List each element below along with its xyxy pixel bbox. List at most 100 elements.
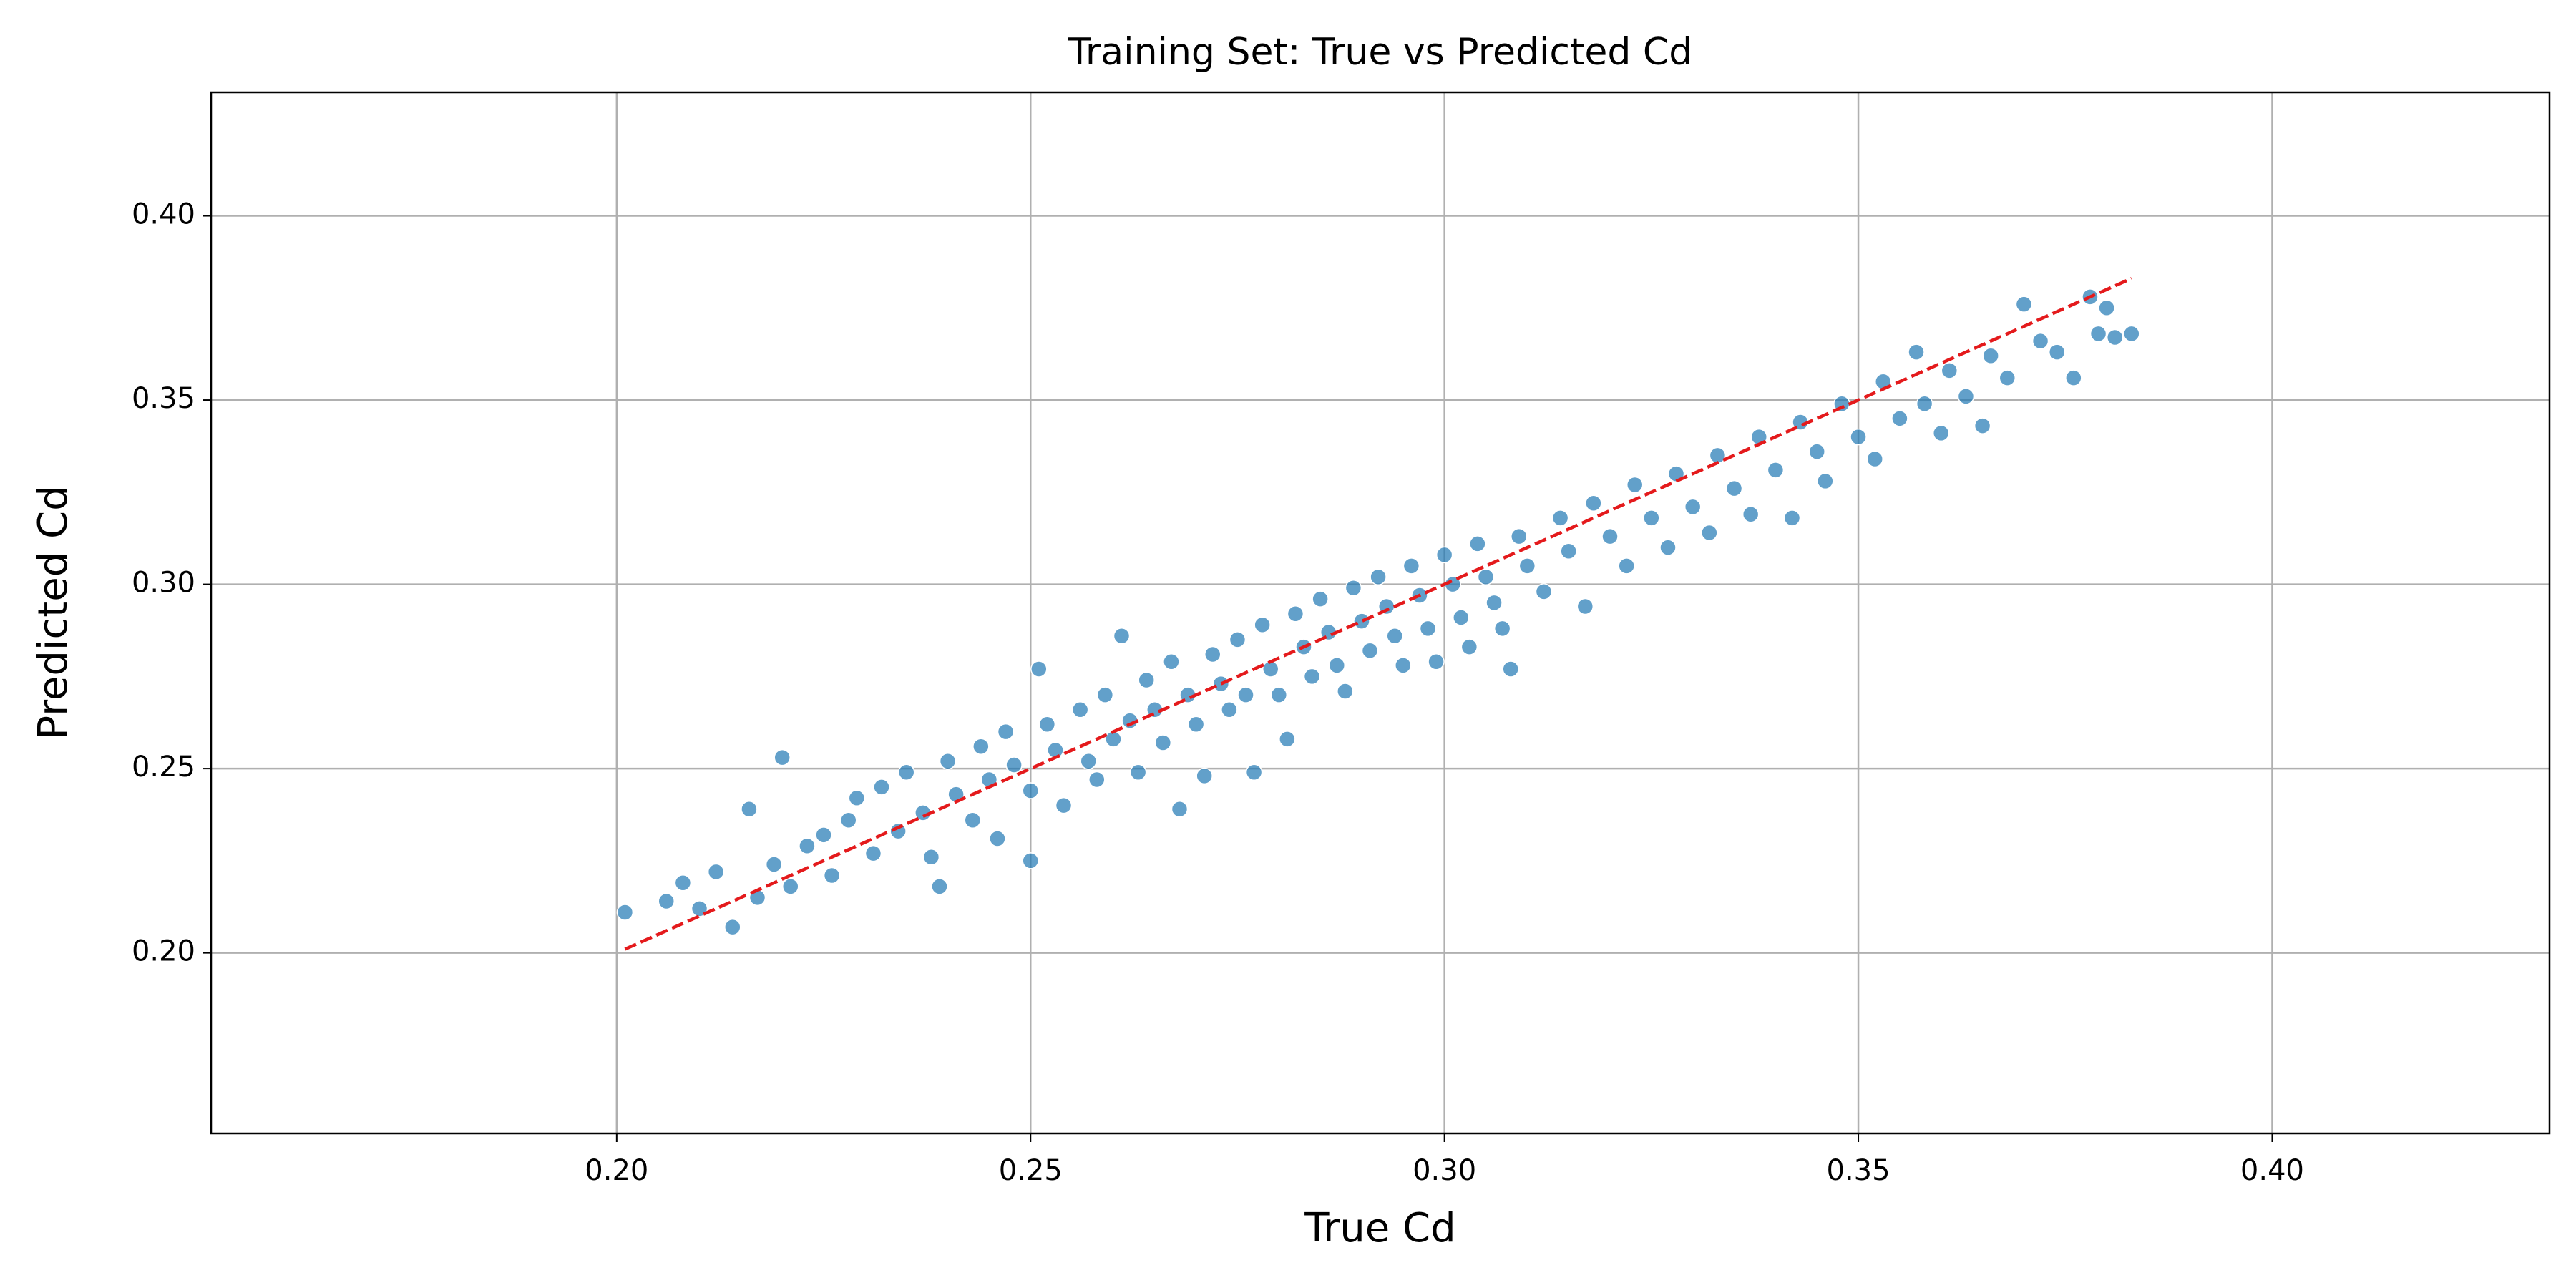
scatter-point: [1345, 579, 1362, 597]
scatter-point: [1511, 527, 1528, 545]
scatter-point: [1337, 683, 1354, 700]
scatter-point: [1535, 583, 1553, 600]
scatter-point: [1022, 782, 1039, 799]
y-tick-label: 0.25: [132, 751, 195, 784]
scatter-point: [864, 844, 882, 862]
scatter-point: [1071, 701, 1089, 718]
scatter-point: [2123, 325, 2140, 343]
scatter-point: [1908, 343, 1925, 361]
scatter-point: [1038, 716, 1056, 733]
scatter-point: [939, 753, 957, 770]
scatter-point: [1551, 509, 1569, 527]
chart-title: Training Set: True vs Predicted Cd: [1068, 31, 1692, 74]
scatter-point: [873, 779, 890, 796]
scatter-point: [1742, 505, 1760, 523]
x-tick-label: 0.30: [1413, 1154, 1476, 1187]
scatter-point: [674, 874, 692, 892]
scatter-point: [2065, 369, 2082, 386]
scatter-point: [1428, 653, 1445, 670]
reference-line: [624, 277, 2132, 951]
scatter-point: [1395, 657, 1412, 674]
scatter-point: [2106, 328, 2124, 346]
scatter-point: [972, 738, 990, 755]
scatter-point: [1477, 568, 1495, 586]
scatter-point: [2098, 299, 2115, 317]
scatter-point: [1279, 731, 1296, 748]
scatter-point: [799, 837, 816, 855]
scatter-point: [765, 856, 783, 873]
scatter-point: [1643, 509, 1660, 527]
scatter-point: [1229, 631, 1246, 648]
y-tick-label: 0.35: [132, 382, 195, 415]
x-tick-label: 0.20: [585, 1154, 648, 1187]
scatter-point: [1096, 686, 1114, 703]
scatter-point: [1221, 701, 1238, 718]
scatter-point: [1783, 509, 1801, 527]
scatter-point: [922, 848, 940, 866]
scatter-point: [1982, 347, 1999, 365]
scatter-point: [1047, 741, 1064, 759]
scatter-point: [1974, 417, 1991, 434]
scatter-point: [1030, 660, 1048, 678]
scatter-point: [964, 811, 982, 829]
scatter-point: [1585, 494, 1602, 512]
scatter-point: [1659, 539, 1677, 556]
scatter-point: [1957, 388, 1975, 405]
scatter-point: [1022, 852, 1039, 869]
scatter-point: [1626, 476, 1644, 494]
scatter-point: [1129, 763, 1147, 781]
scatter-point: [1080, 753, 1097, 770]
scatter-point: [1469, 535, 1486, 552]
scatter-point: [1701, 524, 1718, 542]
scatter-point: [1187, 716, 1205, 733]
scatter-point: [1353, 613, 1370, 630]
y-tick-label: 0.30: [132, 567, 195, 600]
scatter-point: [897, 763, 915, 781]
scatter-point: [1453, 609, 1470, 626]
scatter-point: [2015, 296, 2033, 313]
scatter-point: [1055, 796, 1073, 814]
x-tick-label: 0.35: [1827, 1154, 1890, 1187]
scatter-point: [1817, 472, 1834, 490]
scatter-series: [616, 288, 2140, 936]
scatter-point: [997, 723, 1015, 741]
scatter-point: [658, 892, 675, 910]
scatter-point: [1163, 653, 1180, 670]
scatter-point: [1576, 597, 1594, 615]
scatter-point: [823, 867, 841, 884]
scatter-point: [1303, 668, 1321, 686]
scatter-point: [741, 801, 758, 818]
scatter-point: [1212, 675, 1230, 693]
scatter-point: [2089, 325, 2107, 343]
x-tick-label: 0.40: [2240, 1154, 2304, 1187]
scatter-point: [1941, 362, 1958, 379]
scatter-point: [1502, 660, 1519, 678]
scatter-point: [989, 830, 1006, 847]
scatter-point: [1088, 771, 1106, 789]
scatter-point: [1312, 590, 1329, 608]
scatter-point: [1725, 479, 1743, 497]
scatter-point: [1493, 620, 1511, 638]
scatter-point: [774, 748, 791, 766]
scatter-point: [1245, 763, 1263, 781]
scatter-point: [1999, 369, 2016, 386]
scatter-point: [1560, 542, 1577, 560]
scatter-point: [839, 811, 857, 829]
scatter-point: [1402, 557, 1420, 575]
scatter-point: [1370, 568, 1387, 586]
scatter-point: [1262, 660, 1279, 678]
scatter-point: [1328, 657, 1346, 674]
y-axis-label: Predicted Cd: [30, 485, 77, 739]
scatter-point: [1518, 557, 1536, 575]
scatter-point: [707, 863, 725, 881]
scatter-point: [1808, 443, 1825, 460]
scatter-point: [1891, 410, 1908, 427]
scatter-point: [1601, 527, 1619, 545]
scatter-point: [2031, 332, 2049, 350]
scatter-point: [815, 826, 832, 844]
scatter-point: [1709, 447, 1727, 464]
x-tick-label: 0.25: [999, 1154, 1063, 1187]
scatter-point: [1386, 627, 1403, 645]
